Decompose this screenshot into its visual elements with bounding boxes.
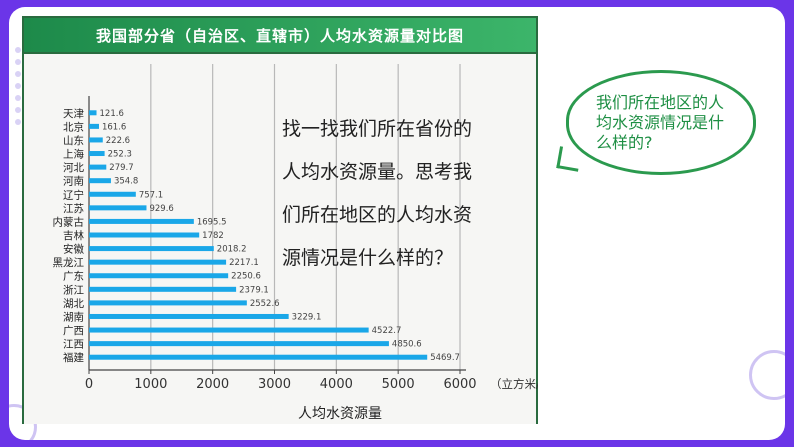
value-label: 121.6 xyxy=(100,109,124,119)
category-label: 广东 xyxy=(63,270,84,283)
category-label: 河南 xyxy=(63,175,84,188)
x-axis-label: 人均水资源量 xyxy=(298,406,382,422)
value-label: 929.6 xyxy=(149,204,173,214)
category-label: 黑龙江 xyxy=(53,256,85,269)
value-label: 1695.5 xyxy=(197,217,227,227)
speech-bubble: 我们所在地区的人均水资源情况是什么样的? xyxy=(566,70,756,175)
category-label: 广西 xyxy=(63,325,84,337)
prompt-line: 源情况是什么样的？ xyxy=(282,247,454,269)
speech-bubble-text: 我们所在地区的人均水资源情况是什么样的? xyxy=(596,92,725,152)
category-label: 河北 xyxy=(63,162,84,174)
decorative-ring xyxy=(749,350,785,400)
x-tick-label: 6000 xyxy=(443,377,476,392)
value-label: 2379.1 xyxy=(239,285,269,295)
value-label: 2552.6 xyxy=(250,299,280,309)
x-tick-label: 1000 xyxy=(134,377,167,392)
category-label: 上海 xyxy=(63,148,84,161)
value-label: 757.1 xyxy=(139,190,163,200)
value-label: 222.6 xyxy=(106,136,130,146)
bar xyxy=(89,137,103,143)
category-label: 辽宁 xyxy=(63,188,84,201)
category-label: 内蒙古 xyxy=(53,215,85,228)
category-label: 天津 xyxy=(63,108,84,120)
prompt-text: 找一找我们所在省份的 人均水资源量。思考我 们所在地区的人均水资 源情况是什么样… xyxy=(282,108,552,280)
prompt-line: 们所在地区的人均水资 xyxy=(282,204,473,226)
x-tick-label: 4000 xyxy=(320,377,353,392)
unit-label: （立方米/人·年） xyxy=(490,377,538,391)
bar-chart: 天津 121.6 北京 161.6 山东 222.6 上海 252.3 河北 279.7 河南 354… xyxy=(53,64,538,422)
chart-title: 我国部分省（自治区、直辖市）人均水资源量对比图 xyxy=(22,16,538,54)
prompt-line: 找一找我们所在省份的 xyxy=(282,118,473,140)
bar xyxy=(89,273,229,279)
category-label: 浙江 xyxy=(63,284,84,296)
bar xyxy=(89,341,389,347)
bar xyxy=(89,123,99,129)
bar xyxy=(89,354,428,360)
category-label: 安徽 xyxy=(63,243,84,256)
bar xyxy=(89,259,227,265)
speech-bubble-tail xyxy=(556,146,582,172)
value-label: 4850.6 xyxy=(392,340,422,350)
category-label: 湖北 xyxy=(63,298,84,310)
bar xyxy=(89,300,247,306)
value-label: 3229.1 xyxy=(292,312,322,322)
category-label: 湖南 xyxy=(63,310,84,323)
category-label: 福建 xyxy=(63,351,84,364)
value-label: 5469.7 xyxy=(430,353,460,363)
decorative-dots xyxy=(15,47,25,127)
category-label: 山东 xyxy=(63,134,84,147)
x-tick-label: 0 xyxy=(85,377,93,392)
bar xyxy=(89,246,214,252)
bar xyxy=(89,164,107,170)
value-label: 252.3 xyxy=(108,150,132,160)
value-label: 2217.1 xyxy=(229,258,259,268)
prompt-line: 人均水资源量。思考我 xyxy=(282,161,473,183)
value-label: 2250.6 xyxy=(231,272,261,282)
value-label: 279.7 xyxy=(109,163,133,173)
bar xyxy=(89,327,369,333)
category-label: 北京 xyxy=(63,120,84,133)
x-tick-label: 5000 xyxy=(382,377,415,392)
value-label: 2018.2 xyxy=(217,245,247,255)
bar xyxy=(89,286,237,292)
bar xyxy=(89,151,105,157)
x-tick-label: 3000 xyxy=(258,377,291,392)
bar xyxy=(89,218,194,224)
chart-panel xyxy=(22,54,538,424)
x-tick-label: 2000 xyxy=(196,377,229,392)
bar xyxy=(89,178,111,184)
value-label: 354.8 xyxy=(114,177,138,187)
bar xyxy=(89,110,97,116)
category-label: 江苏 xyxy=(63,202,84,215)
value-label: 1782 xyxy=(202,231,224,241)
value-label: 4522.7 xyxy=(372,326,402,336)
bar xyxy=(89,191,136,197)
bar xyxy=(89,232,200,238)
category-label: 吉林 xyxy=(63,229,84,242)
category-label: 江西 xyxy=(63,339,84,351)
bar xyxy=(89,205,147,211)
bar xyxy=(89,313,289,319)
value-label: 161.6 xyxy=(102,122,126,132)
